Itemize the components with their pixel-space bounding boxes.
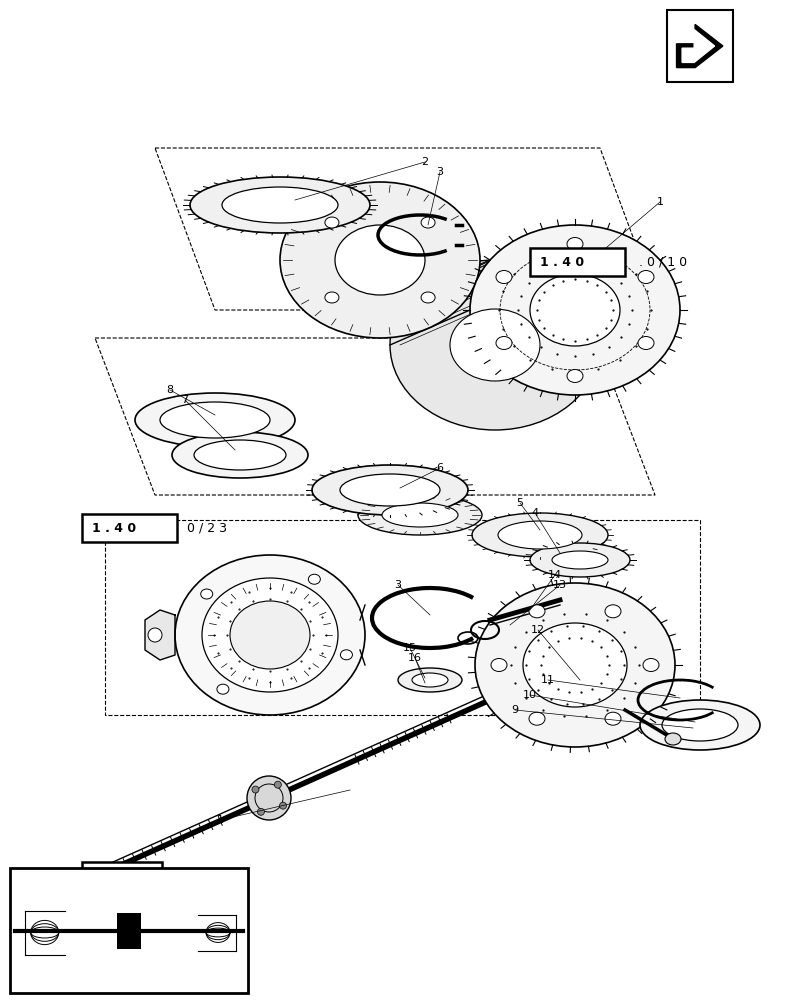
- Text: 15: 15: [403, 643, 417, 653]
- Ellipse shape: [258, 808, 264, 815]
- Bar: [667, 10, 733, 82]
- Text: 7: 7: [182, 395, 188, 405]
- Text: 5: 5: [516, 498, 524, 508]
- Ellipse shape: [382, 503, 458, 527]
- Ellipse shape: [335, 225, 425, 295]
- Ellipse shape: [662, 709, 738, 741]
- Ellipse shape: [530, 543, 630, 577]
- Ellipse shape: [421, 217, 435, 228]
- Ellipse shape: [247, 776, 291, 820]
- Ellipse shape: [475, 583, 675, 747]
- Ellipse shape: [398, 668, 462, 692]
- Bar: [530, 248, 625, 276]
- Text: 1 . 4 0: 1 . 4 0: [92, 522, 137, 534]
- Text: 0 / 2 3: 0 / 2 3: [187, 522, 227, 534]
- Text: . 0 / 1 0: . 0 / 1 0: [639, 255, 687, 268]
- Text: 6: 6: [436, 463, 444, 473]
- Text: 2: 2: [422, 157, 428, 167]
- Ellipse shape: [202, 578, 338, 692]
- Ellipse shape: [605, 712, 621, 725]
- Text: 4: 4: [532, 508, 539, 518]
- Ellipse shape: [643, 658, 659, 672]
- Polygon shape: [145, 610, 175, 660]
- Text: 13: 13: [553, 580, 567, 590]
- Ellipse shape: [472, 513, 608, 557]
- Ellipse shape: [496, 336, 512, 350]
- Ellipse shape: [491, 658, 507, 672]
- Bar: [117, 912, 141, 948]
- Ellipse shape: [523, 623, 627, 707]
- Text: 12: 12: [531, 625, 545, 635]
- Ellipse shape: [529, 712, 545, 725]
- Ellipse shape: [309, 574, 320, 584]
- Ellipse shape: [665, 733, 681, 745]
- Ellipse shape: [280, 182, 480, 338]
- Ellipse shape: [421, 292, 435, 303]
- Text: 14: 14: [548, 570, 562, 580]
- Ellipse shape: [275, 781, 281, 788]
- Text: 1 . 4 0: 1 . 4 0: [541, 255, 584, 268]
- Ellipse shape: [175, 555, 365, 715]
- Text: 1: 1: [656, 197, 663, 207]
- Ellipse shape: [325, 217, 339, 228]
- Text: 3: 3: [436, 167, 444, 177]
- Ellipse shape: [312, 465, 468, 515]
- Ellipse shape: [280, 802, 287, 809]
- Text: 1: 1: [217, 815, 224, 825]
- Ellipse shape: [358, 495, 482, 535]
- Ellipse shape: [222, 187, 338, 223]
- Ellipse shape: [640, 700, 760, 750]
- Text: PA G . 1: PA G . 1: [99, 868, 145, 882]
- Ellipse shape: [135, 393, 295, 447]
- Bar: [82, 514, 177, 542]
- Text: 10: 10: [523, 690, 537, 700]
- Ellipse shape: [496, 270, 512, 284]
- Ellipse shape: [567, 369, 583, 382]
- Polygon shape: [676, 24, 723, 68]
- Ellipse shape: [160, 402, 270, 438]
- Ellipse shape: [340, 650, 352, 660]
- Ellipse shape: [172, 432, 308, 478]
- Text: 9: 9: [511, 705, 519, 715]
- Ellipse shape: [470, 225, 680, 395]
- Polygon shape: [682, 30, 714, 62]
- Ellipse shape: [412, 673, 448, 687]
- Text: 8: 8: [166, 385, 174, 395]
- Ellipse shape: [498, 521, 582, 549]
- Ellipse shape: [148, 628, 162, 642]
- Bar: [10, 868, 248, 993]
- Text: 16: 16: [408, 653, 422, 663]
- Ellipse shape: [390, 260, 600, 430]
- Ellipse shape: [194, 440, 286, 470]
- Ellipse shape: [529, 605, 545, 618]
- Ellipse shape: [252, 786, 259, 793]
- Ellipse shape: [567, 237, 583, 250]
- Ellipse shape: [230, 601, 310, 669]
- Ellipse shape: [450, 309, 540, 381]
- Ellipse shape: [190, 177, 370, 233]
- Ellipse shape: [217, 684, 229, 694]
- Bar: [82, 862, 162, 888]
- Ellipse shape: [530, 274, 620, 346]
- Ellipse shape: [605, 605, 621, 618]
- Ellipse shape: [340, 474, 440, 506]
- Text: 11: 11: [541, 675, 555, 685]
- Ellipse shape: [325, 292, 339, 303]
- Ellipse shape: [638, 336, 654, 350]
- Ellipse shape: [200, 589, 213, 599]
- Ellipse shape: [638, 270, 654, 284]
- Text: 3: 3: [394, 580, 402, 590]
- Ellipse shape: [552, 551, 608, 569]
